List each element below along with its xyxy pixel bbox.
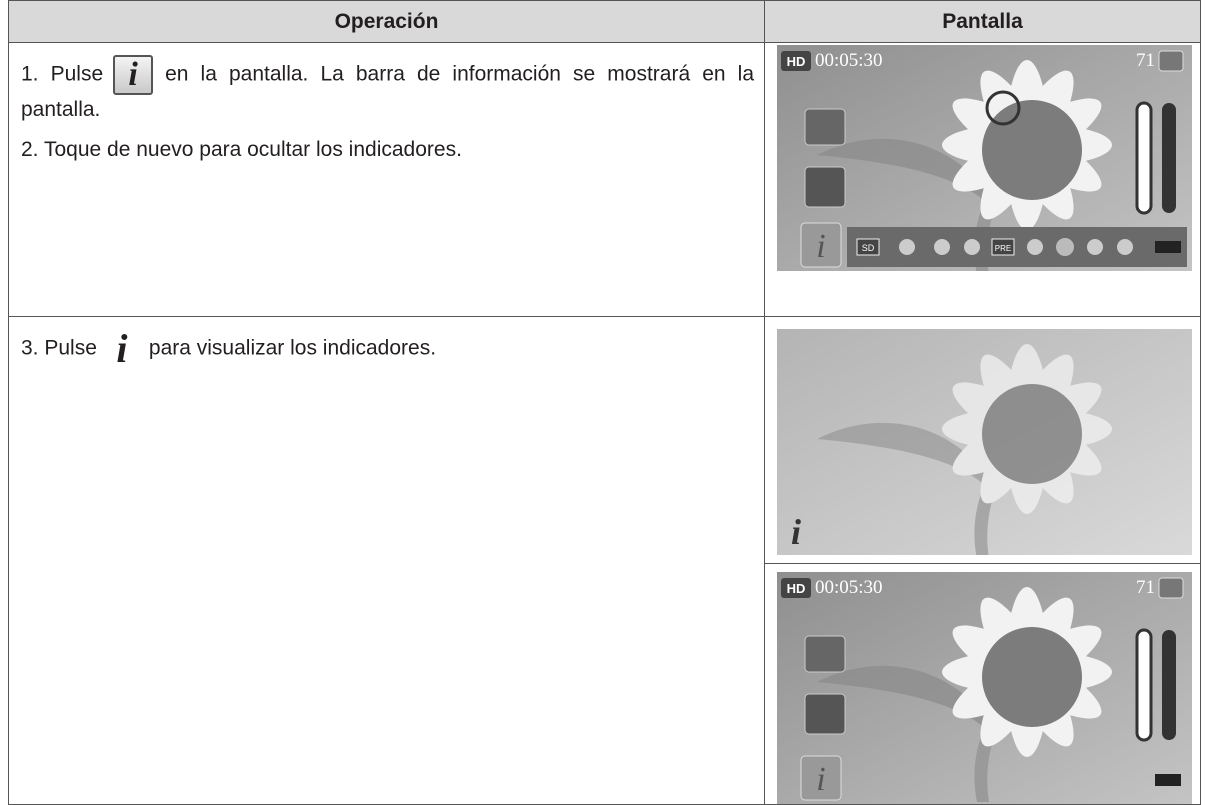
screen: i [777,329,1192,555]
svg-text:i: i [816,761,825,798]
count: 71 [1136,50,1155,71]
cell: HD 00:05:30 71 i SD PRE [764,42,1201,317]
divider [765,563,1200,564]
screen: HD 00:05:30 71 i [777,572,1192,804]
info-icon: i [116,326,128,371]
header-row: Operación Pantalla [8,0,1201,43]
header-cell: Operación [8,0,765,43]
step-text: 2. Toque de nuevo para ocultar los indic… [21,138,462,161]
step-text: 1. Pulse [21,62,104,86]
svg-text:i: i [816,228,825,265]
step-text: 3. Pulse [21,336,97,360]
step-text: en la pantalla. La barra de información … [21,62,754,121]
header-text: Pantalla [942,9,1023,33]
hd-badge: HD [787,54,806,69]
step: 3. Pulse i para visualizar los indicadores… [21,329,754,369]
row: 3. Pulse i para visualizar los indicadores… [8,316,1201,805]
info-icon: i [113,55,154,95]
time: 00:05:30 [815,50,883,71]
step: 2. Toque de nuevo para ocultar los indic… [21,135,754,165]
header-cell: Pantalla [764,0,1201,43]
time: 00:05:30 [815,577,883,598]
cell: 3. Pulse i para visualizar los indicadores… [8,316,765,805]
screen: HD 00:05:30 71 i SD PRE [777,45,1192,271]
step: 1. Pulse i en la pantalla. La barra de inf… [21,55,754,125]
svg-text:i: i [791,512,801,552]
cell: 1. Pulse i en la pantalla. La barra de inf… [8,42,765,317]
cell: i HD 00:05:30 71 i [764,316,1201,805]
count: 71 [1136,577,1155,598]
sd-icon: SD [862,243,875,253]
row: 1. Pulse i en la pantalla. La barra de inf… [8,42,1201,317]
hd-badge: HD [787,581,806,596]
pre-icon: PRE [995,244,1011,253]
step-text: para visualizar los indicadores. [148,336,437,360]
header-text: Operación [334,9,439,33]
table: Operación Pantalla 1. Pulse i en la pantal… [8,0,1201,805]
